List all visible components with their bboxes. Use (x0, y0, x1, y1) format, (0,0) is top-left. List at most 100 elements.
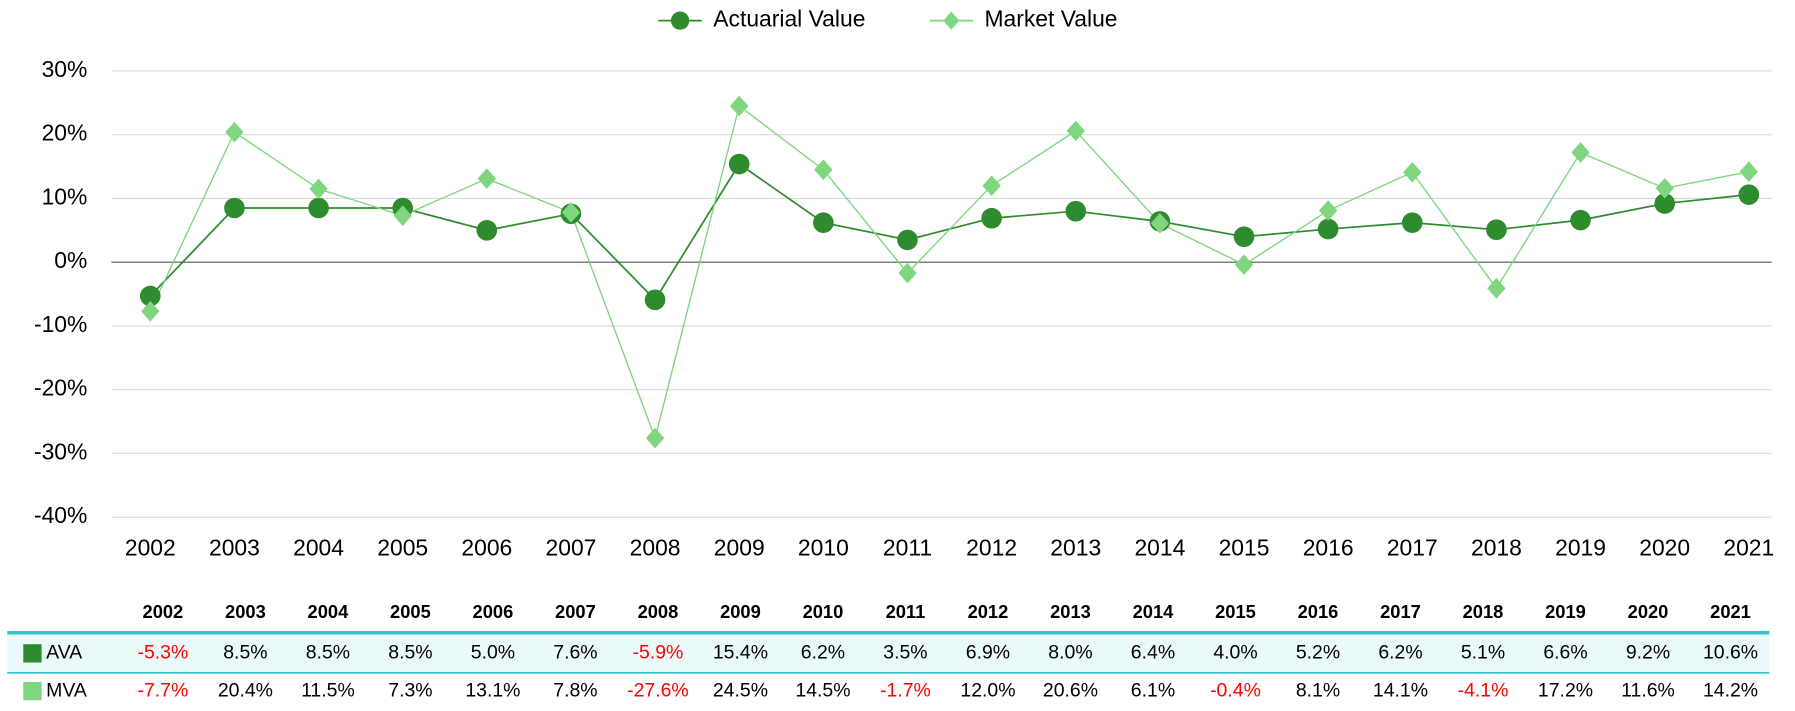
x-tick-label: 2005 (377, 534, 428, 560)
marker (981, 207, 1002, 229)
table-header: 2012 (968, 601, 1009, 622)
table-cell: 7.6% (553, 642, 597, 664)
table-cell: 14.2% (1703, 679, 1758, 701)
table-cell: -1.7% (880, 679, 931, 701)
marker (1401, 212, 1423, 233)
x-tick-label: 2010 (798, 534, 849, 560)
marker (140, 285, 161, 307)
table-cell: 6.2% (1378, 642, 1422, 664)
legend-marker (670, 11, 690, 30)
table-cell: 14.1% (1373, 679, 1428, 701)
marker (1655, 177, 1674, 199)
table-cell: -5.3% (138, 642, 189, 664)
marker (1317, 218, 1339, 240)
marker (476, 220, 498, 241)
table-cell: 9.2% (1626, 642, 1670, 664)
table-cell: 6.9% (966, 642, 1010, 664)
table-cell: 5.0% (471, 642, 515, 664)
table-cell: 7.3% (388, 679, 432, 701)
marker (308, 197, 329, 219)
table-cell: 8.5% (306, 642, 350, 664)
table-cell: 6.2% (801, 642, 845, 664)
table-cell: -5.9% (633, 642, 684, 664)
table-cell: 6.1% (1131, 679, 1175, 701)
x-tick-label: 2015 (1219, 534, 1270, 560)
x-tick-label: 2017 (1387, 534, 1438, 560)
marker (1487, 278, 1506, 299)
x-tick-label: 2008 (630, 534, 681, 560)
table-cell: 17.2% (1538, 679, 1593, 701)
table-cell: 4.0% (1213, 642, 1257, 664)
table-row-band (7, 632, 1770, 673)
y-tick-label: 0% (54, 247, 87, 273)
marker (1403, 162, 1422, 183)
table-cell: 7.8% (553, 679, 597, 701)
table-cell: 8.5% (388, 642, 432, 664)
table-legend-key (23, 681, 42, 701)
table-legend-key (23, 644, 42, 663)
marker (644, 289, 666, 311)
table-header: 2004 (308, 601, 350, 622)
y-tick-label: 20% (42, 120, 88, 146)
legend-label: Market Value (984, 6, 1117, 32)
table-cell: -0.4% (1210, 679, 1261, 701)
marker (1739, 161, 1758, 182)
table-header: 2018 (1463, 601, 1504, 622)
marker (1319, 200, 1338, 221)
x-tick-label: 2020 (1639, 534, 1690, 560)
y-tick-label: -20% (34, 375, 87, 401)
table-header: 2005 (390, 601, 431, 622)
y-tick-label: 30% (42, 56, 88, 82)
table-header: 2008 (638, 601, 679, 622)
table-cell: 8.5% (223, 642, 267, 664)
x-tick-label: 2018 (1471, 534, 1522, 560)
marker (309, 178, 328, 200)
x-tick-label: 2006 (461, 534, 512, 560)
marker (393, 205, 412, 226)
table-cell: 11.6% (1621, 679, 1675, 701)
x-tick-label: 2003 (209, 534, 260, 560)
marker (224, 197, 245, 219)
marker (1065, 200, 1087, 222)
x-tick-label: 2013 (1050, 534, 1101, 560)
y-tick-label: 10% (42, 183, 88, 209)
table-header: 2013 (1050, 601, 1091, 622)
table-header: 2014 (1133, 601, 1175, 622)
table-header: 2009 (720, 601, 761, 622)
table-cell: 24.5% (713, 679, 768, 701)
series-line (149, 104, 1749, 441)
table-header: 2002 (143, 601, 184, 622)
x-tick-label: 2007 (546, 534, 597, 560)
marker (645, 427, 665, 449)
table-cell: 6.6% (1543, 642, 1587, 664)
table-cell: 10.6% (1703, 642, 1758, 664)
table-header: 2007 (555, 601, 596, 622)
series-line (149, 162, 1749, 302)
table-cell: 5.1% (1461, 642, 1505, 664)
legend-label: Actuarial Value (713, 6, 865, 32)
marker (728, 153, 750, 175)
marker (1150, 213, 1170, 234)
marker (1571, 142, 1590, 163)
table-header: 2021 (1710, 601, 1751, 622)
table-cell: 13.1% (465, 679, 520, 701)
marker (141, 300, 160, 322)
marker (1570, 209, 1591, 231)
table-cell: 15.4% (713, 642, 768, 664)
table-cell: 8.0% (1048, 642, 1092, 664)
table-header: 2006 (473, 601, 514, 622)
x-tick-label: 2014 (1134, 534, 1185, 560)
marker (1234, 254, 1254, 276)
x-tick-label: 2016 (1303, 534, 1354, 560)
table-cell: 12.0% (960, 679, 1015, 701)
x-tick-label: 2011 (883, 534, 932, 560)
table-cell: 20.4% (218, 679, 273, 701)
table-cell: 3.5% (883, 642, 927, 664)
y-tick-label: -40% (34, 502, 87, 528)
table-header: 2017 (1380, 601, 1421, 622)
marker (225, 121, 244, 143)
y-tick-label: -10% (34, 311, 87, 337)
marker (1654, 193, 1675, 214)
marker (897, 229, 918, 251)
